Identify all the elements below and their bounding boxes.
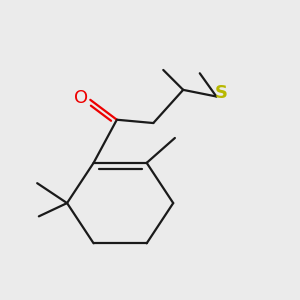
Text: O: O xyxy=(74,89,88,107)
Text: S: S xyxy=(215,84,228,102)
